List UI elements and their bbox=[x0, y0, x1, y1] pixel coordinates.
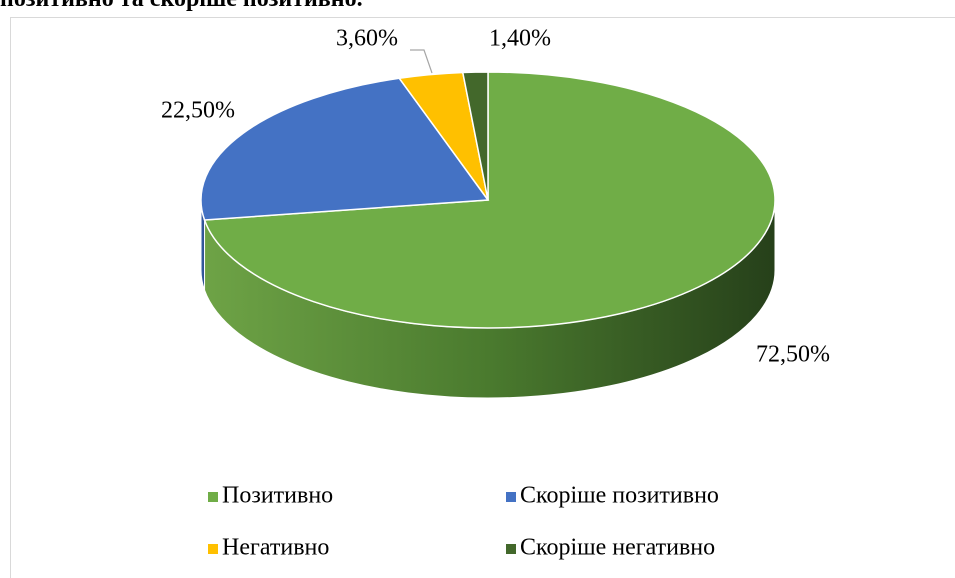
data-label: 3,60% bbox=[336, 26, 398, 52]
data-label: 22,50% bbox=[161, 98, 235, 124]
legend-swatch bbox=[506, 544, 516, 554]
slice bbox=[203, 71, 776, 329]
data-label: 1,40% bbox=[489, 26, 551, 52]
legend-swatch bbox=[208, 544, 218, 554]
legend-label: Негативно bbox=[222, 535, 329, 561]
slice bbox=[461, 71, 489, 201]
slice bbox=[200, 77, 490, 221]
data-label: 72,50% bbox=[756, 342, 830, 368]
legend-label: Скоріше позитивно bbox=[520, 483, 719, 509]
legend-label: Скоріше негативно bbox=[520, 535, 715, 561]
legend-swatch bbox=[208, 492, 218, 502]
legend-label: Позитивно bbox=[222, 483, 333, 509]
leader-line bbox=[410, 49, 433, 74]
legend-swatch bbox=[506, 492, 516, 502]
chart-title: позитивно та скоріше позитивно. bbox=[0, 0, 363, 12]
